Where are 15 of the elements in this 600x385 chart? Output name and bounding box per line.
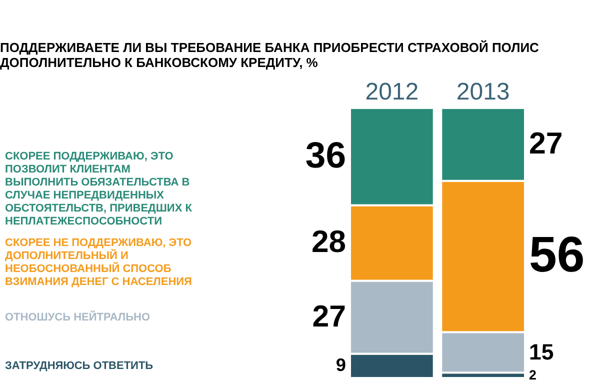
x-tick-label: 2012 [365,78,419,106]
data-label: 28 [311,224,346,259]
chart-title: ПОДДЕРЖИВАЕТЕ ЛИ ВЫ ТРЕБОВАНИЕ БАНКА ПРИОБРЕСТИ СТРАХОВОЙ ПОЛИС ДОПОЛНИТЕЛЬНО К БАНКОВСКОМУ КРЕДИТУ, % [0,40,540,70]
text: ЗАТРУДНЯЮСЬ ОТВЕТИТЬ [5,360,154,372]
text: СКОРЕЕ ПОДДЕРЖИВАЮ, ЭТО ПОЗВОЛИТ КЛИЕНТАМ ВЫПОЛНИТЬ ОБЯЗАТЕЛЬСТВА В СЛУЧАЕ НЕПРЕДВИДЕННЫХ ОБСТОЯТЕЛЬСТВ, ПРИВЕДШИХ К НЕПЛАТЕЖЕСПОСОБНОСТИ [5,150,192,228]
data-label: 2 [529,367,536,382]
data-label: 27 [529,127,563,160]
data-label: 36 [305,134,346,176]
data-label: 56 [529,226,585,282]
data-label: 27 [312,300,346,334]
data-label: 9 [336,354,346,375]
x-tick-label: 2013 [456,78,510,106]
data-label: 15 [529,339,554,364]
text: ОТНОШУСЬ НЕЙТРАЛЬНО [5,310,150,324]
text: СКОРЕЕ НЕ ПОДДЕРЖИВАЮ, ЭТО ДОПОЛНИТЕЛЬНЫЙ И НЕОБОСНОВАННЫЙ СПОСОБ ВЗИМАНИЯ ДЕНЕГ С НАСЕЛЕНИЯ [5,237,192,288]
